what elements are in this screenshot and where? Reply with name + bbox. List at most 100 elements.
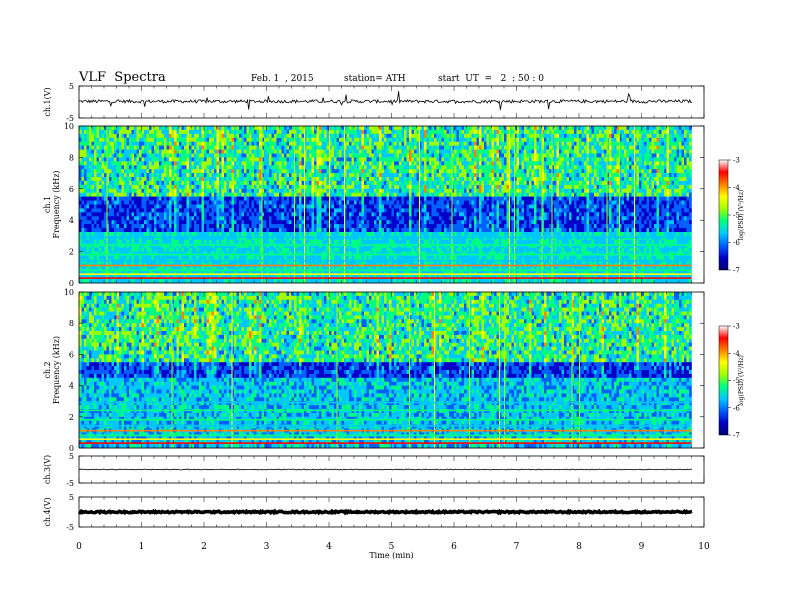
spectrogram-cell <box>209 137 212 143</box>
spectrogram-cell <box>211 275 215 280</box>
spectrogram-cell <box>216 232 220 237</box>
spectrogram-cell <box>199 255 202 260</box>
spectrogram-cell <box>351 228 355 233</box>
spectrogram-cell <box>376 169 380 174</box>
spectrogram-cell <box>306 141 310 146</box>
spectrogram-cell <box>291 232 295 237</box>
spectrogram-cell <box>121 275 125 280</box>
spectrogram-cell <box>114 279 117 284</box>
spectrogram-cell <box>184 161 187 166</box>
spectrogram-cell <box>329 161 332 166</box>
spectrogram-cell <box>246 200 250 205</box>
spectrogram-cell <box>279 157 282 162</box>
spectrogram-cell <box>226 129 230 135</box>
spectrogram-cell <box>306 188 310 194</box>
spectrogram-cell <box>204 157 207 162</box>
spectrogram-cell <box>164 129 167 135</box>
spectrogram-cell <box>331 126 335 131</box>
spectrogram-cell <box>114 200 117 205</box>
spectrogram-cell <box>241 149 245 154</box>
spectrogram-cell <box>369 228 372 233</box>
spectrogram-cell <box>231 161 235 166</box>
spectrogram-cell <box>194 267 197 272</box>
spectrogram-cell <box>319 228 322 233</box>
spectrogram-cell <box>254 228 257 233</box>
spectrogram-cell <box>241 224 245 229</box>
spectrogram-cell <box>176 232 180 237</box>
spectrogram-cell <box>244 126 247 131</box>
spectrogram-cell <box>251 157 255 162</box>
spectrogram-cell <box>231 145 235 150</box>
spectrogram-cell <box>374 153 377 158</box>
spectrogram-cell <box>236 224 240 229</box>
spectrogram-cell <box>116 251 120 256</box>
spectrogram-cell <box>361 232 365 237</box>
spectrogram-cell <box>379 126 382 131</box>
spectrogram-cell <box>156 239 160 245</box>
spectrogram-cell <box>214 133 217 139</box>
spectrogram-cell <box>161 239 165 245</box>
spectrogram-cell <box>291 177 295 182</box>
spectrogram-cell <box>289 220 292 225</box>
spectrogram-cell <box>209 177 212 182</box>
spectrogram-cell <box>294 192 297 197</box>
spectrogram-cell <box>291 239 295 245</box>
spectrogram-cell <box>129 177 132 182</box>
spectrogram-cell <box>359 129 362 135</box>
spectrogram-cell <box>326 212 330 217</box>
spectrogram-cell <box>349 255 352 260</box>
spectrogram-cell <box>204 232 207 237</box>
spectrogram-cell <box>176 196 180 201</box>
spectrogram-cell <box>99 279 102 284</box>
spectrogram-cell <box>371 255 375 260</box>
spectrogram-cell <box>166 247 170 252</box>
spectrogram-cell <box>371 137 375 143</box>
spectrogram-cell <box>161 220 165 225</box>
spectrogram-cell <box>224 247 227 252</box>
spectrogram-cell <box>124 133 127 139</box>
spectrogram-cell <box>309 275 312 280</box>
spectrogram-cell <box>126 173 130 178</box>
spectrogram-cell <box>116 141 120 146</box>
spectrogram-cell <box>199 192 202 197</box>
spectrogram-cell <box>154 196 157 201</box>
spectrogram-cell <box>314 247 317 252</box>
spectrogram-cell <box>336 173 340 178</box>
spectrogram-cell <box>341 188 345 194</box>
spectrogram-cell <box>321 141 325 146</box>
spectrogram-cell <box>301 149 305 154</box>
spectrogram-cell <box>319 153 322 158</box>
spectrogram-cell <box>114 129 117 135</box>
spectrogram-cell <box>299 137 302 143</box>
spectrogram-cell <box>216 169 220 174</box>
spectrogram-cell <box>114 208 117 213</box>
spectrogram-cell <box>94 247 97 252</box>
spectrogram-cell <box>191 145 195 150</box>
spectrogram-cell <box>96 133 100 139</box>
spectrogram-cell <box>194 200 197 205</box>
spectrogram-cell <box>154 216 157 221</box>
spectrogram-cell <box>351 184 355 190</box>
spectrogram-cell <box>166 239 170 245</box>
spectrogram-cell <box>369 161 372 166</box>
spectrogram-cell <box>124 196 127 201</box>
spectrogram-cell <box>321 204 325 209</box>
spectrogram-cell <box>176 251 180 256</box>
spectrogram-cell <box>361 141 365 146</box>
spectrogram-cell <box>324 216 327 221</box>
spectrogram-cell <box>251 212 255 217</box>
spectrogram-cell <box>301 224 305 229</box>
spectrogram-cell <box>99 161 102 166</box>
spectrogram-cell <box>204 145 207 150</box>
spectrogram-cell <box>341 275 345 280</box>
spectrogram-cell <box>179 196 182 201</box>
spectrogram-cell <box>201 161 205 166</box>
spectrogram-cell <box>226 212 230 217</box>
spectrogram-cell <box>131 220 135 225</box>
spectrogram-cell <box>224 196 227 201</box>
spectrogram-cell <box>299 153 302 158</box>
spectrogram-cell <box>111 149 115 154</box>
spectrogram-cell <box>311 145 315 150</box>
spectrogram-cell <box>381 208 385 213</box>
spectrogram-cell <box>136 184 140 190</box>
